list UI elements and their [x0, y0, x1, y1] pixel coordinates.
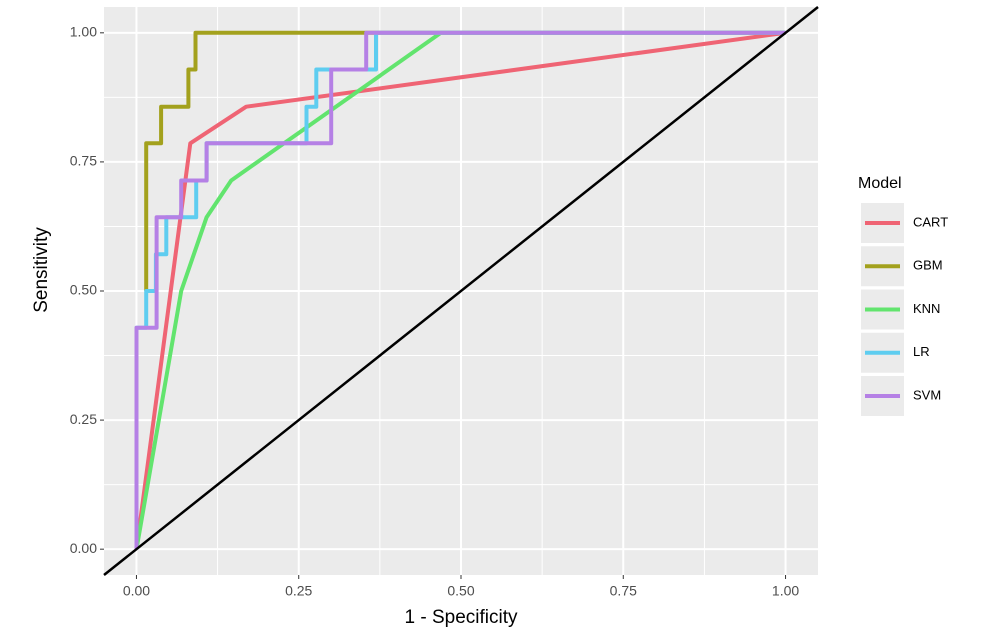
- y-tick-label: 0.50: [70, 282, 97, 298]
- y-tick-label: 0.25: [70, 411, 97, 427]
- legend-label: LR: [913, 344, 930, 359]
- y-axis-title: Sensitivity: [31, 227, 52, 313]
- roc-curve: [144, 30, 786, 291]
- reference-diagonal: [103, 6, 819, 576]
- x-tick-label: 0.75: [610, 583, 637, 599]
- legend-label: GBM: [913, 258, 943, 273]
- legend-label: KNN: [913, 301, 940, 316]
- y-tick-label: 0.00: [70, 540, 97, 556]
- roc-curve: [134, 30, 786, 550]
- y-tick-label: 1.00: [70, 24, 97, 40]
- legend-label: CART: [913, 214, 948, 229]
- x-axis-title: 1 - Specificity: [405, 607, 518, 628]
- x-tick-label: 0.00: [123, 583, 150, 599]
- x-tick-label: 1.00: [772, 583, 799, 599]
- roc-curve: [134, 30, 786, 550]
- x-tick-label: 0.50: [447, 583, 474, 599]
- x-tick-label: 0.25: [285, 583, 312, 599]
- y-tick-label: 0.75: [70, 153, 97, 169]
- legend-title: Model: [858, 175, 902, 192]
- legend-label: SVM: [913, 387, 941, 402]
